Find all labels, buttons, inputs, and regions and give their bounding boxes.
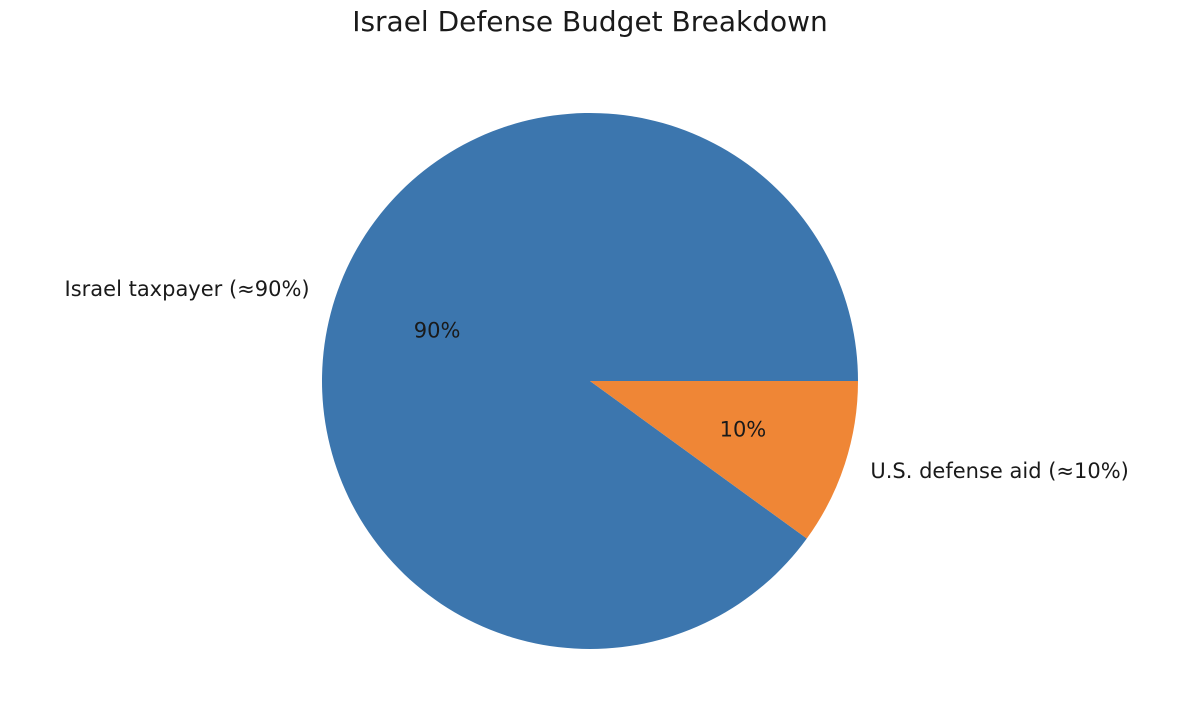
pie-slices xyxy=(321,112,858,649)
chart-title: Israel Defense Budget Breakdown xyxy=(352,5,828,38)
slice-label: Israel taxpayer (≈90%) xyxy=(65,277,310,301)
slice-percent-label: 10% xyxy=(720,418,767,442)
pie-slice-us-defense-aid xyxy=(590,381,858,539)
pie-slice-israel-taxpayer xyxy=(321,112,858,649)
slice-percent-label: 90% xyxy=(414,318,461,342)
pie-labels: Israel taxpayer (≈90%) 90% U.S. defense ai… xyxy=(65,277,1129,483)
slice-label: U.S. defense aid (≈10%) xyxy=(870,459,1129,483)
